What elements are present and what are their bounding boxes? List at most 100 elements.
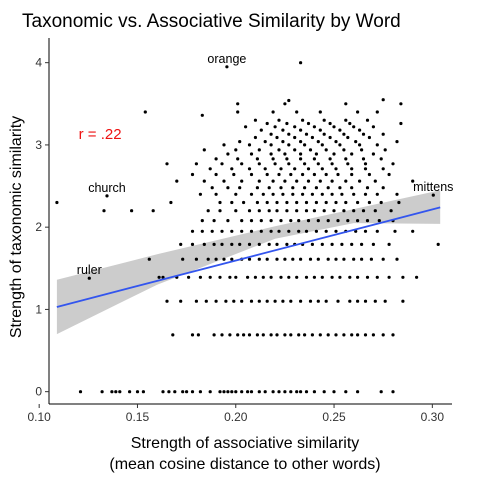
data-point	[330, 192, 334, 196]
data-point	[381, 333, 385, 337]
data-point	[265, 299, 269, 303]
data-point	[206, 257, 210, 261]
data-point	[249, 192, 254, 196]
data-point	[381, 167, 385, 171]
data-point	[208, 390, 212, 394]
data-points-layer	[55, 61, 440, 394]
data-point	[277, 172, 281, 177]
data-point	[342, 148, 346, 152]
data-point	[55, 200, 59, 205]
data-point	[360, 148, 364, 152]
y-tick-label: 1	[35, 302, 42, 316]
data-point	[383, 299, 387, 303]
data-point	[234, 148, 238, 152]
data-point	[322, 209, 326, 213]
data-point	[316, 257, 320, 261]
data-point	[285, 242, 289, 246]
data-point	[415, 275, 419, 279]
x-axis-title-line-1: Strength of associative similarity	[131, 435, 360, 452]
data-point	[346, 135, 350, 140]
data-point	[291, 257, 295, 261]
data-point	[304, 229, 309, 233]
y-tick-label: 0	[35, 385, 42, 399]
data-point	[249, 299, 254, 303]
data-point	[210, 186, 214, 190]
data-point	[218, 209, 222, 213]
data-point	[275, 135, 279, 140]
data-point	[265, 172, 269, 177]
data-point	[173, 390, 177, 394]
data-point	[352, 257, 356, 261]
data-point	[240, 179, 244, 183]
data-point	[379, 157, 383, 161]
data-point	[344, 200, 348, 205]
data-point	[338, 186, 342, 190]
data-point	[344, 102, 348, 106]
data-point	[230, 229, 234, 233]
confidence-band-layer	[56, 190, 441, 335]
data-point	[271, 179, 275, 183]
data-point	[289, 333, 293, 337]
data-point	[269, 229, 273, 233]
data-point	[249, 390, 254, 394]
data-point	[342, 257, 346, 261]
data-point	[293, 167, 297, 171]
data-point	[271, 157, 275, 161]
data-point	[336, 172, 340, 177]
data-point	[363, 192, 368, 196]
data-point	[350, 242, 354, 246]
data-point	[275, 242, 279, 246]
data-point	[379, 200, 383, 205]
data-point	[304, 275, 309, 279]
data-point	[310, 135, 314, 140]
data-point	[299, 299, 303, 303]
data-point	[306, 167, 311, 171]
data-point	[303, 186, 307, 190]
data-point	[340, 192, 344, 196]
data-point	[281, 128, 285, 132]
data-point	[352, 125, 356, 129]
data-point	[200, 229, 204, 233]
data-point	[218, 275, 222, 279]
data-point	[277, 148, 281, 152]
data-point	[371, 242, 375, 246]
data-point	[279, 167, 283, 171]
data-point	[312, 125, 316, 129]
data-point	[356, 390, 360, 394]
data-point	[283, 152, 287, 156]
data-point	[356, 275, 360, 279]
data-point	[381, 132, 385, 136]
data-point	[232, 172, 236, 177]
data-point	[249, 219, 254, 223]
data-point	[202, 148, 206, 152]
data-point	[273, 162, 277, 166]
data-point	[299, 152, 303, 156]
data-point	[277, 118, 281, 122]
data-point	[318, 110, 322, 114]
data-point	[287, 275, 291, 279]
data-point-mittens	[431, 193, 435, 197]
data-point	[377, 219, 381, 223]
data-point	[277, 229, 281, 233]
data-point	[214, 192, 218, 196]
data-point	[295, 110, 299, 114]
data-point	[297, 219, 301, 223]
data-point	[356, 333, 360, 337]
data-point	[301, 192, 305, 196]
data-point	[257, 162, 261, 166]
data-point	[324, 200, 328, 205]
point-labels-layer: orange church mittens ruler	[77, 52, 454, 277]
data-point	[279, 275, 283, 279]
data-point	[295, 179, 299, 183]
data-point	[312, 209, 316, 213]
data-point	[391, 162, 395, 166]
data-point	[397, 200, 401, 205]
data-point	[352, 209, 356, 213]
data-point	[165, 299, 169, 303]
data-point	[383, 148, 387, 152]
data-point	[314, 229, 318, 233]
data-point	[306, 179, 311, 183]
data-point	[200, 113, 204, 117]
data-point	[375, 110, 379, 114]
data-point	[350, 172, 354, 177]
